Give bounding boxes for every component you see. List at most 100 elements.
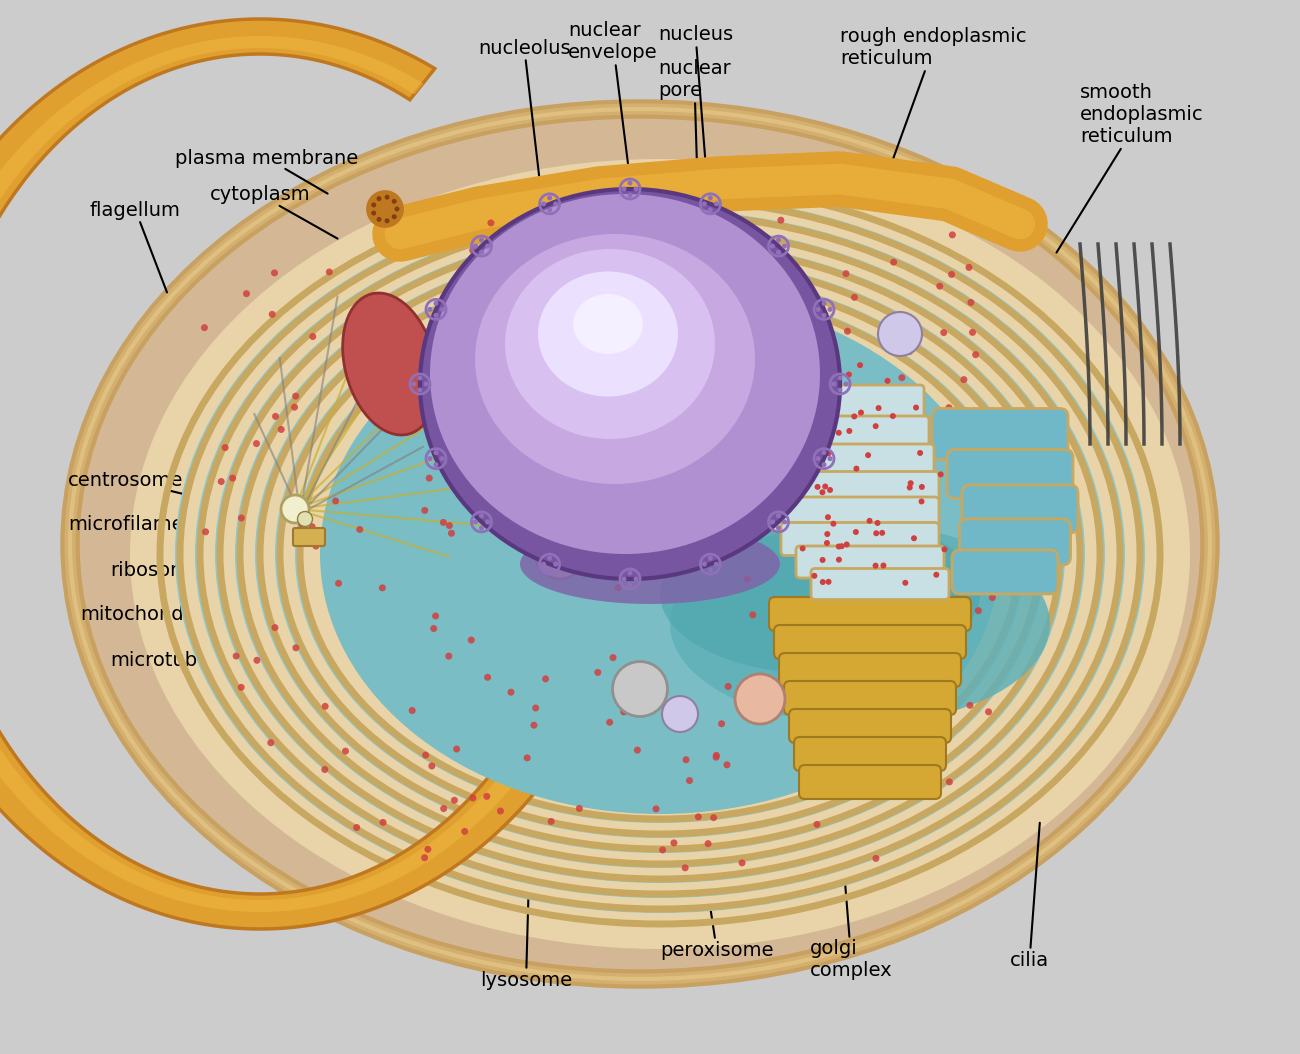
Ellipse shape [797,425,803,431]
Ellipse shape [220,229,1100,879]
Ellipse shape [872,855,879,862]
Ellipse shape [758,337,766,345]
Ellipse shape [272,413,280,419]
Ellipse shape [783,243,786,249]
Ellipse shape [854,629,862,637]
Ellipse shape [872,423,879,429]
Ellipse shape [754,399,760,407]
Ellipse shape [989,594,996,601]
FancyBboxPatch shape [760,471,939,507]
Ellipse shape [883,583,890,590]
Ellipse shape [238,514,244,522]
Ellipse shape [573,294,644,354]
Ellipse shape [702,562,707,567]
Ellipse shape [130,159,1190,949]
Text: peroxisome: peroxisome [660,843,773,959]
Ellipse shape [552,562,558,567]
Ellipse shape [335,580,342,587]
Ellipse shape [433,313,438,318]
Ellipse shape [454,745,460,753]
Ellipse shape [780,444,788,450]
Ellipse shape [633,187,638,192]
Ellipse shape [403,427,411,433]
Ellipse shape [776,250,781,255]
Ellipse shape [797,365,805,372]
Ellipse shape [846,372,852,377]
Ellipse shape [745,402,751,408]
Ellipse shape [391,199,396,203]
Ellipse shape [744,575,751,583]
Ellipse shape [777,217,784,223]
Text: lysosome: lysosome [480,843,572,990]
Ellipse shape [936,282,944,290]
Ellipse shape [473,243,478,249]
Ellipse shape [530,722,537,728]
Ellipse shape [671,839,677,846]
Ellipse shape [705,840,711,847]
Ellipse shape [474,234,755,484]
Text: nucleolus: nucleolus [478,39,571,268]
Ellipse shape [907,481,914,486]
Ellipse shape [569,507,576,514]
Ellipse shape [836,544,842,549]
Ellipse shape [832,382,836,387]
Ellipse shape [200,214,1121,894]
Ellipse shape [408,707,416,714]
Ellipse shape [428,762,436,769]
Ellipse shape [866,404,872,411]
Ellipse shape [906,554,914,561]
Ellipse shape [377,196,381,201]
Ellipse shape [708,195,712,200]
Ellipse shape [428,456,433,461]
FancyBboxPatch shape [962,485,1078,533]
Ellipse shape [563,505,571,512]
Ellipse shape [822,313,827,318]
FancyBboxPatch shape [811,568,949,600]
Ellipse shape [628,570,633,575]
Ellipse shape [432,411,468,447]
Ellipse shape [372,211,376,216]
Ellipse shape [240,243,1080,864]
Ellipse shape [298,511,312,527]
Ellipse shape [714,201,719,207]
Ellipse shape [708,208,712,212]
Ellipse shape [770,243,775,249]
Ellipse shape [814,738,822,744]
Ellipse shape [714,562,719,567]
Ellipse shape [776,525,781,530]
FancyBboxPatch shape [784,681,956,715]
FancyBboxPatch shape [746,444,933,480]
Ellipse shape [481,363,489,370]
Ellipse shape [612,662,667,717]
Text: rough endoplasmic
reticulum: rough endoplasmic reticulum [840,27,1027,193]
Ellipse shape [456,370,464,377]
Ellipse shape [525,365,532,371]
Ellipse shape [243,290,250,297]
Ellipse shape [636,407,642,414]
Ellipse shape [532,704,539,711]
Ellipse shape [343,293,437,435]
Polygon shape [0,19,603,929]
Ellipse shape [291,404,298,411]
Ellipse shape [269,311,276,318]
Ellipse shape [880,563,887,568]
Ellipse shape [828,307,832,312]
Ellipse shape [826,514,831,521]
Ellipse shape [428,332,512,456]
Ellipse shape [807,431,814,436]
Ellipse shape [842,270,849,277]
Ellipse shape [542,676,549,682]
Ellipse shape [844,382,849,387]
Ellipse shape [734,674,785,724]
Ellipse shape [846,428,853,434]
Ellipse shape [815,484,820,490]
Ellipse shape [439,519,447,526]
Text: nuclear
pore: nuclear pore [658,59,731,262]
Ellipse shape [356,526,363,533]
Ellipse shape [694,814,702,820]
Text: mitochondrion: mitochondrion [81,605,307,625]
Ellipse shape [385,195,390,199]
Ellipse shape [497,807,504,815]
Ellipse shape [827,487,833,493]
Text: nuclear
envelope: nuclear envelope [568,21,658,217]
